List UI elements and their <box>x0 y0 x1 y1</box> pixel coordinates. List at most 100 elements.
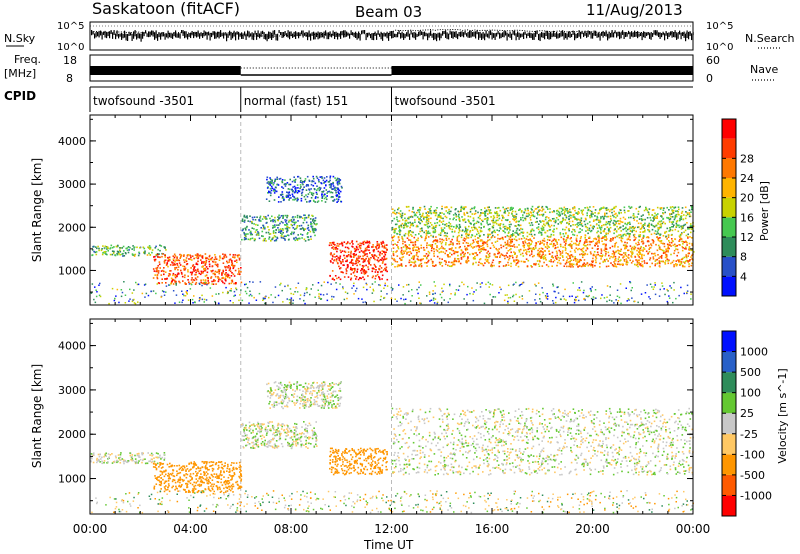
data-pixel <box>543 240 546 242</box>
data-pixel <box>440 250 443 253</box>
ground-scatter-pixel <box>248 302 250 304</box>
data-pixel <box>547 224 550 226</box>
nsky-bar <box>340 31 342 39</box>
data-pixel <box>337 180 340 182</box>
data-pixel <box>208 255 211 258</box>
data-pixel <box>373 256 375 258</box>
data-pixel <box>621 263 624 265</box>
data-pixel <box>533 229 535 232</box>
nsky-bar <box>134 30 136 37</box>
data-pixel <box>586 229 589 231</box>
data-pixel <box>332 246 334 248</box>
data-pixel <box>549 243 551 245</box>
data-pixel <box>332 188 334 190</box>
data-pixel <box>632 213 635 215</box>
data-pixel <box>359 247 362 249</box>
data-pixel <box>638 243 640 246</box>
data-pixel <box>507 227 509 230</box>
data-pixel <box>331 247 333 249</box>
data-pixel <box>529 216 532 219</box>
data-pixel <box>572 255 574 258</box>
data-pixel <box>612 222 615 224</box>
data-pixel <box>208 263 211 266</box>
data-pixel <box>327 191 329 193</box>
data-pixel <box>402 250 405 252</box>
data-pixel <box>286 222 288 225</box>
data-pixel <box>310 222 312 225</box>
data-pixel <box>530 214 532 217</box>
data-pixel <box>122 252 124 255</box>
nsky-bar <box>505 31 507 36</box>
data-pixel <box>372 246 374 248</box>
data-pixel <box>340 251 342 254</box>
data-pixel <box>210 270 212 272</box>
data-pixel <box>548 250 550 253</box>
data-pixel <box>363 269 365 271</box>
data-pixel <box>581 210 584 212</box>
data-pixel <box>580 224 583 226</box>
data-pixel <box>681 240 683 243</box>
data-pixel <box>557 246 559 249</box>
data-pixel <box>479 239 482 241</box>
data-pixel <box>119 247 121 249</box>
data-pixel <box>510 242 512 244</box>
data-pixel <box>430 212 433 215</box>
nsky-bar <box>679 30 681 35</box>
data-pixel <box>342 264 344 266</box>
data-pixel <box>613 261 615 263</box>
data-pixel <box>474 255 476 258</box>
data-pixel <box>274 231 277 234</box>
data-pixel <box>690 228 693 231</box>
data-pixel <box>299 216 301 219</box>
data-pixel <box>196 255 199 257</box>
data-pixel <box>292 198 294 201</box>
data-pixel <box>224 273 226 276</box>
data-pixel <box>546 206 548 209</box>
data-pixel <box>218 259 221 261</box>
data-pixel <box>369 252 371 254</box>
data-pixel <box>277 201 280 203</box>
data-pixel <box>530 253 533 255</box>
data-pixel <box>488 252 491 255</box>
data-pixel <box>473 213 476 215</box>
data-pixel <box>664 222 666 225</box>
data-pixel <box>463 240 466 242</box>
data-pixel <box>307 224 310 227</box>
data-pixel <box>247 220 249 222</box>
data-pixel <box>529 219 532 221</box>
data-pixel <box>445 242 447 244</box>
data-pixel <box>527 248 529 251</box>
nsky-bar <box>517 31 519 37</box>
data-pixel <box>154 255 156 258</box>
data-pixel <box>517 265 520 268</box>
nsky-bar <box>232 33 234 39</box>
data-pixel <box>499 223 502 225</box>
nsky-bar <box>575 33 577 39</box>
nsky-bar <box>281 32 283 39</box>
data-pixel <box>104 245 107 248</box>
data-pixel <box>378 277 381 279</box>
data-pixel <box>581 254 584 256</box>
data-pixel <box>336 181 339 183</box>
data-pixel <box>347 241 349 243</box>
data-pixel <box>231 272 233 274</box>
data-pixel <box>601 254 604 256</box>
data-pixel <box>455 227 457 230</box>
data-pixel <box>591 261 594 264</box>
data-pixel <box>654 260 657 262</box>
data-pixel <box>543 220 545 223</box>
data-pixel <box>602 243 604 246</box>
data-pixel <box>455 225 458 228</box>
data-pixel <box>436 241 439 243</box>
data-pixel <box>653 232 656 235</box>
data-pixel <box>457 260 460 263</box>
data-pixel <box>562 237 565 240</box>
data-pixel <box>243 238 246 241</box>
data-pixel <box>507 250 510 252</box>
data-pixel <box>615 250 618 253</box>
data-pixel <box>678 240 681 242</box>
data-pixel <box>321 196 324 198</box>
data-pixel <box>391 263 394 265</box>
ground-scatter-pixel <box>199 298 201 300</box>
data-pixel <box>573 206 576 208</box>
